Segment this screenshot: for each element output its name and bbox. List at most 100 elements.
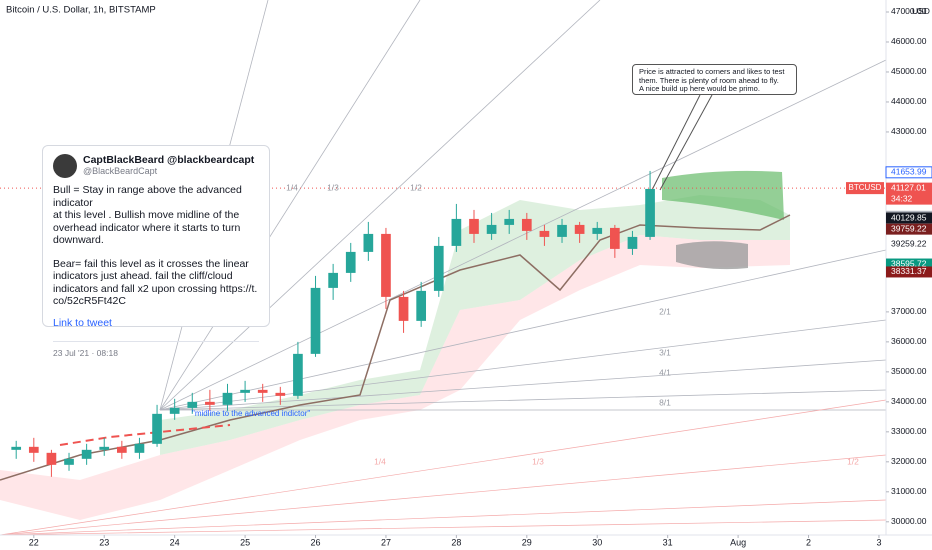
- note-line: them. There is plenty of room ahead to f…: [639, 75, 779, 85]
- tweet-line: Bull = Stay in range above the advanced …: [53, 184, 242, 209]
- fan-label: 1/4: [374, 456, 386, 466]
- candle-body: [574, 224, 585, 234]
- candle-body: [486, 224, 497, 234]
- price-tag-label: 39259.22: [891, 238, 927, 248]
- candle-body: [240, 389, 250, 393]
- candle-body: [381, 233, 391, 297]
- candle-body: [645, 188, 655, 237]
- baseline: [0, 214, 791, 481]
- candle-body: [169, 407, 180, 414]
- x-tick-label: 22: [29, 537, 39, 547]
- candle-body: [99, 446, 110, 450]
- price-tag: [886, 182, 932, 205]
- price-tag: [885, 166, 932, 179]
- price-tag: [886, 258, 932, 270]
- candle-body: [81, 449, 92, 459]
- x-tick-label: 30: [592, 537, 602, 547]
- price-tag-label: 38331.37: [891, 266, 927, 276]
- tweet-link[interactable]: Link to tweet: [53, 316, 112, 329]
- y-tick-label: 35000.00: [891, 366, 927, 376]
- fan-label: 1/2: [847, 456, 859, 466]
- candle-body: [521, 218, 532, 231]
- tweet-body: Bull = Stay in range above the advanced …: [53, 184, 259, 308]
- y-tick-label: 31000.00: [891, 486, 927, 496]
- x-tick-label: 29: [522, 537, 532, 547]
- tweet-line: downward.: [53, 234, 104, 246]
- tweet-card: CaptBlackBeard @blackbeardcapt @BlackBea…: [42, 145, 270, 358]
- cloud-green: [160, 195, 790, 455]
- candle-body: [11, 446, 22, 450]
- note-line: Price is attracted to corners and likes …: [639, 67, 785, 76]
- candle-body: [46, 452, 57, 465]
- fan-label: 8/1: [659, 397, 671, 407]
- x-tick-label: 26: [311, 537, 321, 547]
- candle-body: [222, 392, 233, 405]
- candle-body: [451, 218, 462, 246]
- candle-body: [345, 251, 356, 273]
- pointer: [659, 94, 713, 191]
- price-tag-name-bg: [846, 182, 884, 195]
- price-tag-countdown: 34:32: [891, 193, 913, 203]
- candle-body: [134, 443, 145, 453]
- price-tag-name: BTCUSD: [849, 183, 882, 192]
- y-tick-label: 34000.00: [891, 396, 927, 406]
- fan-label: 4/1: [659, 367, 671, 377]
- x-tick-label: 27: [381, 537, 391, 547]
- y-tick-label: 37000.00: [891, 306, 927, 316]
- paragraph-gap: [53, 247, 259, 258]
- y-tick-label: 33000.00: [891, 426, 927, 436]
- avatar: [53, 154, 77, 178]
- candle-body: [293, 353, 303, 396]
- tweet-line: at this level . Bullish move midline of …: [53, 209, 240, 221]
- cloud-forecast-gray: [676, 241, 748, 270]
- x-tick-label: 28: [451, 537, 461, 547]
- cloud-red: [0, 235, 790, 520]
- fan-label: 1/3: [532, 456, 544, 466]
- chart-title: Bitcoin / U.S. Dollar, 1h, BITSTAMP: [6, 5, 156, 16]
- candle-body: [557, 224, 567, 237]
- fan-label: 2/1: [659, 306, 671, 316]
- cloud-forecast: [662, 170, 784, 220]
- currency-label: USD: [912, 6, 930, 16]
- tweet-line: indicators and fall x2 upon crossing htt…: [53, 282, 258, 295]
- fan-lines-red: [0, 399, 887, 536]
- price-tag-label: 41653.99: [891, 167, 927, 177]
- tweet-line: Bear= fail this level as it crosses the …: [53, 257, 249, 270]
- candle-body: [187, 401, 198, 408]
- note-line: A nice build up here would be primo.: [639, 84, 760, 93]
- candle-body: [398, 296, 409, 321]
- fan-label: 1/3: [327, 182, 339, 192]
- price-tag-label: 38595.72: [891, 258, 927, 268]
- candle-body: [504, 218, 515, 225]
- candle-body: [64, 458, 74, 465]
- candle-body: [433, 245, 444, 291]
- tweet-line: indicators just ahead. fail the cliff/cl…: [53, 270, 233, 282]
- y-tick-label: 46000.00: [891, 36, 927, 46]
- decor: [0, 0, 887, 536]
- price-tag: [886, 223, 932, 235]
- fan-label: 1/2: [410, 182, 422, 192]
- candle-body: [592, 227, 603, 234]
- candle-body: [28, 446, 39, 453]
- x-tick-label: 25: [240, 537, 250, 547]
- note: Price is attracted to corners and likes …: [632, 64, 797, 95]
- candle-body: [257, 389, 268, 393]
- y-tick-label: 30000.00: [891, 516, 927, 526]
- tweet-line: co/52cR5Ft42C: [53, 295, 126, 307]
- candle-body: [363, 233, 374, 252]
- candle-body: [310, 287, 321, 354]
- y-tick-label: 47000.00: [891, 6, 927, 16]
- price-tag: [886, 212, 932, 224]
- y-tick-label: 36000.00: [891, 336, 927, 346]
- midline: [59, 424, 231, 446]
- candle-body: [610, 227, 620, 249]
- x-tick-label: Aug: [730, 537, 746, 547]
- x-tick-label: 31: [663, 537, 673, 547]
- candle-body: [275, 392, 286, 396]
- fan-label: 1/4: [286, 182, 298, 192]
- fan-label: 3/1: [659, 347, 671, 357]
- candle-body: [627, 236, 638, 249]
- annotation: "midline to the advanced indictor": [192, 409, 310, 418]
- candle-body: [328, 272, 338, 288]
